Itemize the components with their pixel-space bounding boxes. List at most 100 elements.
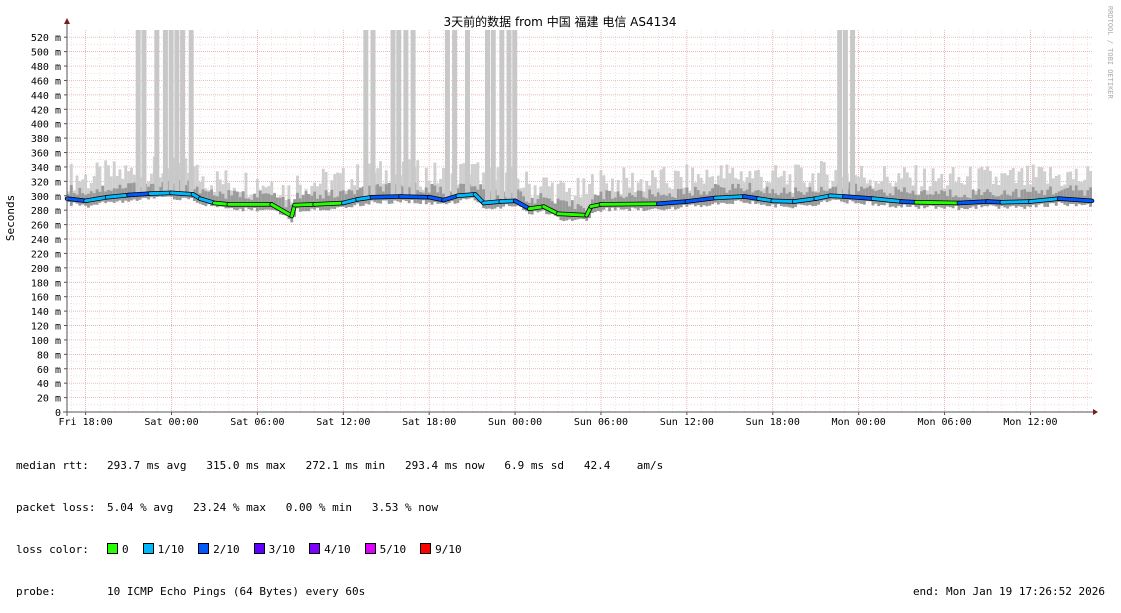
- smoke-band-outer: [897, 173, 901, 202]
- median-segment: [84, 195, 109, 203]
- smoke-band-outer: [533, 185, 537, 209]
- smoke-band-outer: [1069, 171, 1072, 200]
- smoke-band-outer: [270, 181, 274, 205]
- smoke-band-inner: [338, 191, 342, 207]
- smoke-band-inner: [548, 198, 551, 215]
- median-segment: [270, 202, 294, 218]
- probe-label: probe:: [16, 585, 56, 598]
- y-tick-label: 100 m: [31, 336, 61, 347]
- smoke-band-inner: [834, 186, 838, 200]
- smoke-band-inner: [330, 189, 334, 209]
- smoke-band-outer: [576, 178, 580, 215]
- smoke-band-inner: [227, 190, 231, 209]
- grid: [67, 30, 1092, 413]
- smoke-band-outer: [542, 177, 546, 207]
- smoke-band-inner: [304, 191, 308, 212]
- smoke-band-outer: [888, 182, 892, 201]
- smoke-band-outer: [582, 178, 586, 216]
- smoke-band-inner: [865, 187, 869, 202]
- y-tick-label: 520 m: [31, 33, 61, 44]
- x-tick-label: Mon 00:00: [832, 417, 886, 428]
- smoke-band-inner: [550, 201, 554, 214]
- smoke-band-outer: [462, 163, 465, 196]
- packet-loss-row: packet loss: 5.04 % avg 23.24 % max 0.00 …: [16, 501, 1105, 515]
- smoke-band-outer: [731, 167, 735, 198]
- median-segment: [685, 196, 717, 204]
- median-segment: [293, 202, 317, 207]
- smoke-spike: [842, 30, 848, 197]
- smoke-band-inner: [808, 187, 812, 205]
- smoke-band-inner: [1003, 190, 1007, 208]
- smoke-spike: [506, 30, 512, 202]
- smoke-band-inner: [714, 183, 717, 203]
- smoke-band-inner: [376, 184, 380, 204]
- smoke-band-outer: [356, 164, 360, 200]
- smoke-band-outer: [754, 170, 758, 199]
- smoke-band-inner: [347, 189, 351, 208]
- smoke-band-inner: [267, 193, 271, 210]
- smoke-band-outer: [825, 174, 829, 197]
- smoke-band-outer: [757, 169, 760, 199]
- smoke-spike: [485, 30, 491, 203]
- smoke-band-outer: [799, 167, 803, 201]
- smoke-spike: [403, 30, 409, 197]
- smoke-band-outer: [218, 179, 222, 204]
- smoke-band-inner: [69, 185, 73, 206]
- smoke-band-outer: [424, 167, 428, 198]
- smoke-band-inner: [230, 195, 234, 209]
- smoke-band-outer: [376, 168, 380, 198]
- smoke-band-inner: [218, 191, 222, 207]
- smoke-band-outer: [817, 172, 821, 199]
- smoke-band-inner: [570, 200, 574, 221]
- y-tick-label: 340 m: [31, 163, 61, 174]
- median-segment: [212, 201, 231, 206]
- smoke-band-outer: [321, 168, 325, 205]
- smoke-spike: [850, 30, 856, 197]
- median-segment: [542, 205, 560, 216]
- smoke-band-outer: [673, 170, 677, 203]
- loss-color-text: 2/10: [213, 543, 240, 556]
- smoke-band-outer: [112, 161, 116, 197]
- smoke-band-inner: [1080, 190, 1084, 206]
- loss-color-item: 9/10: [420, 543, 462, 557]
- y-tick-label: 240 m: [31, 235, 61, 246]
- smoke-band-inner: [679, 188, 683, 208]
- smoke-spike: [452, 30, 458, 198]
- y-tick-label: 480 m: [31, 62, 61, 73]
- smoke-band-inner: [213, 195, 216, 206]
- smoke-band-outer: [562, 182, 566, 215]
- smoke-band-inner: [616, 191, 620, 208]
- smoke-band-outer: [777, 177, 780, 201]
- smoke-band-outer: [994, 176, 998, 202]
- median-segment: [656, 200, 689, 206]
- smoke-band-outer: [333, 173, 337, 204]
- median-rtt-label: median rtt:: [16, 459, 89, 472]
- smoke-spike: [444, 30, 450, 200]
- median-segment: [957, 200, 989, 205]
- smoke-band-outer: [379, 161, 382, 198]
- smoke-band-outer: [708, 177, 712, 199]
- smoke-band-outer: [150, 173, 153, 194]
- smoke-band-outer: [931, 168, 935, 203]
- smoke-spike: [512, 30, 518, 201]
- smoke-band-outer: [476, 162, 480, 196]
- smoke-band-outer: [1037, 166, 1041, 201]
- loss-color-item: 2/10: [198, 543, 240, 557]
- median-segment: [871, 197, 904, 204]
- smoke-band-inner: [462, 183, 465, 199]
- smoke-band-inner: [636, 190, 640, 211]
- smoke-band-outer: [215, 171, 219, 204]
- smoke-band-outer: [192, 166, 196, 195]
- smoke-band-inner: [648, 189, 652, 210]
- smoke-band-outer: [1003, 173, 1007, 203]
- smoke-band-inner: [948, 189, 952, 208]
- smoke-band-outer: [739, 171, 743, 197]
- smoke-band-inner: [731, 183, 735, 205]
- smoke-band-inner: [281, 196, 285, 216]
- x-tick-label: Sun 12:00: [660, 417, 714, 428]
- smoke-band-outer: [310, 185, 314, 205]
- smoke-band-inner: [988, 192, 992, 206]
- smoke-band-outer: [1031, 164, 1035, 202]
- smoke-band-outer: [997, 185, 1001, 203]
- smoke-band-outer: [954, 182, 958, 203]
